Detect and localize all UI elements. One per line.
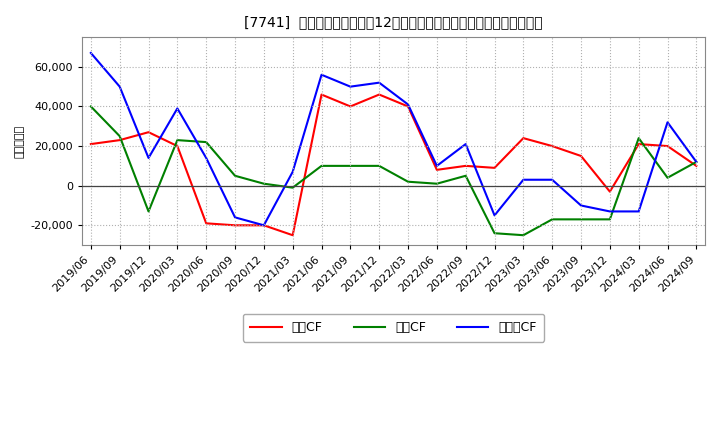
フリーCF <box>433 163 441 169</box>
投資CF <box>404 179 413 184</box>
投資CF <box>259 181 268 187</box>
フリーCF <box>634 209 643 214</box>
フリーCF <box>86 50 95 55</box>
投資CF <box>663 175 672 180</box>
フリーCF <box>318 72 326 77</box>
投資CF <box>202 139 210 145</box>
投資CF <box>548 217 557 222</box>
営業CF <box>115 137 124 143</box>
営業CF <box>663 143 672 149</box>
Title: [7741]  キャッシュフローの12か月移動合計の対前年同期増減額の推移: [7741] キャッシュフローの12か月移動合計の対前年同期増減額の推移 <box>244 15 543 29</box>
投資CF <box>606 217 614 222</box>
投資CF <box>375 163 384 169</box>
フリーCF <box>115 84 124 89</box>
Line: フリーCF: フリーCF <box>91 53 696 225</box>
フリーCF <box>404 102 413 107</box>
営業CF <box>606 189 614 194</box>
営業CF <box>86 141 95 147</box>
フリーCF <box>577 203 585 208</box>
営業CF <box>462 163 470 169</box>
Line: 営業CF: 営業CF <box>91 95 696 235</box>
フリーCF <box>606 209 614 214</box>
営業CF <box>375 92 384 97</box>
営業CF <box>433 167 441 172</box>
投資CF <box>346 163 355 169</box>
投資CF <box>115 133 124 139</box>
フリーCF <box>462 141 470 147</box>
投資CF <box>462 173 470 178</box>
投資CF <box>634 136 643 141</box>
営業CF <box>289 233 297 238</box>
営業CF <box>259 223 268 228</box>
投資CF <box>144 209 153 214</box>
営業CF <box>346 104 355 109</box>
営業CF <box>318 92 326 97</box>
フリーCF <box>202 155 210 161</box>
投資CF <box>289 185 297 191</box>
Line: 投資CF: 投資CF <box>91 106 696 235</box>
フリーCF <box>692 159 701 165</box>
営業CF <box>577 153 585 158</box>
フリーCF <box>259 223 268 228</box>
営業CF <box>230 223 239 228</box>
営業CF <box>692 163 701 169</box>
投資CF <box>490 231 499 236</box>
Legend: 営業CF, 投資CF, フリーCF: 営業CF, 投資CF, フリーCF <box>243 314 544 342</box>
営業CF <box>173 143 181 149</box>
フリーCF <box>375 80 384 85</box>
フリーCF <box>289 169 297 174</box>
フリーCF <box>663 120 672 125</box>
投資CF <box>692 159 701 165</box>
フリーCF <box>548 177 557 182</box>
フリーCF <box>346 84 355 89</box>
フリーCF <box>519 177 528 182</box>
営業CF <box>490 165 499 170</box>
投資CF <box>433 181 441 187</box>
営業CF <box>202 221 210 226</box>
Y-axis label: （百万円）: （百万円） <box>15 125 25 158</box>
フリーCF <box>173 106 181 111</box>
フリーCF <box>230 215 239 220</box>
投資CF <box>519 233 528 238</box>
投資CF <box>230 173 239 178</box>
フリーCF <box>490 213 499 218</box>
投資CF <box>577 217 585 222</box>
投資CF <box>173 137 181 143</box>
営業CF <box>404 104 413 109</box>
営業CF <box>548 143 557 149</box>
営業CF <box>634 141 643 147</box>
投資CF <box>318 163 326 169</box>
営業CF <box>144 129 153 135</box>
投資CF <box>86 104 95 109</box>
営業CF <box>519 136 528 141</box>
フリーCF <box>144 155 153 161</box>
